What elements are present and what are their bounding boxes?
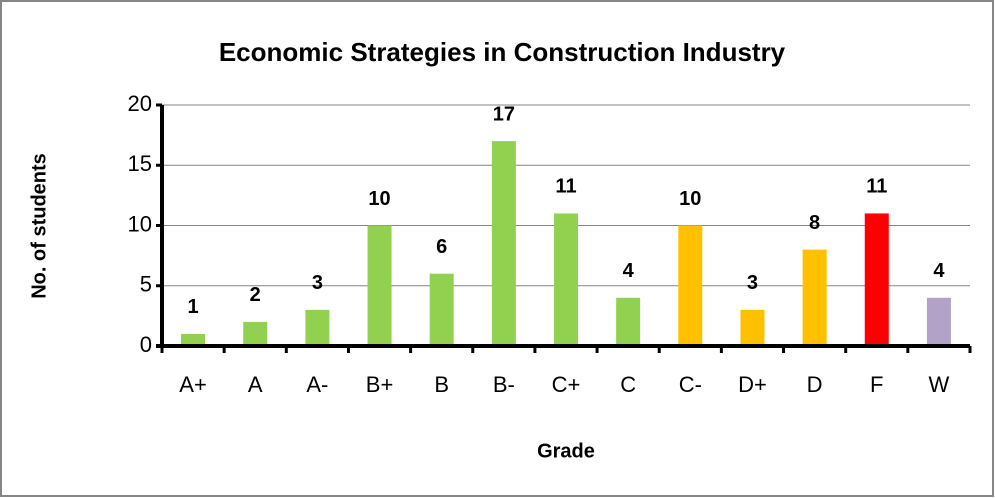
x-tick-label: A- — [306, 372, 328, 397]
x-tick-label: D — [807, 372, 823, 397]
y-tick-label: 20 — [128, 91, 152, 116]
bar — [181, 333, 206, 346]
y-tick-label: 5 — [140, 272, 152, 297]
data-label: 1 — [188, 296, 199, 318]
y-tick-label: 0 — [140, 332, 152, 357]
bar — [616, 297, 641, 346]
bar — [491, 141, 516, 346]
bar — [740, 309, 765, 346]
bar — [926, 297, 951, 346]
data-label: 10 — [679, 188, 701, 210]
bar — [367, 225, 392, 346]
x-tick-label: B — [434, 372, 449, 397]
bar — [554, 213, 578, 346]
x-tick-label: A — [248, 372, 263, 397]
x-tick-label: C+ — [552, 372, 581, 397]
bar — [678, 225, 703, 346]
bar — [305, 309, 330, 346]
x-tick-label: B- — [493, 372, 515, 397]
data-label: 3 — [312, 272, 323, 294]
data-label: 8 — [809, 212, 820, 234]
x-tick-label: F — [870, 372, 883, 397]
data-label: 2 — [250, 284, 261, 306]
x-tick-label: D+ — [738, 372, 767, 397]
data-label: 4 — [623, 260, 635, 282]
bar — [802, 249, 827, 346]
data-label: 10 — [368, 188, 390, 210]
bar — [864, 213, 889, 346]
data-label: 6 — [436, 236, 447, 258]
x-tick-label: A+ — [179, 372, 207, 397]
bar — [243, 321, 268, 346]
data-label: 17 — [493, 103, 515, 125]
chart-title: Economic Strategies in Construction Indu… — [219, 37, 786, 67]
x-tick-label: C- — [679, 372, 702, 397]
x-tick-label: C — [620, 372, 636, 397]
x-axis-label: Grade — [537, 440, 595, 462]
y-axis-label: No. of students — [28, 153, 50, 299]
data-label: 3 — [747, 272, 758, 294]
x-tick-label: B+ — [366, 372, 394, 397]
y-tick-label: 10 — [128, 211, 152, 236]
data-label: 11 — [555, 176, 576, 198]
x-tick-label: W — [929, 372, 950, 397]
data-label: 4 — [933, 260, 945, 282]
data-label: 11 — [866, 176, 887, 198]
y-tick-label: 15 — [128, 151, 152, 176]
bar — [429, 273, 454, 346]
